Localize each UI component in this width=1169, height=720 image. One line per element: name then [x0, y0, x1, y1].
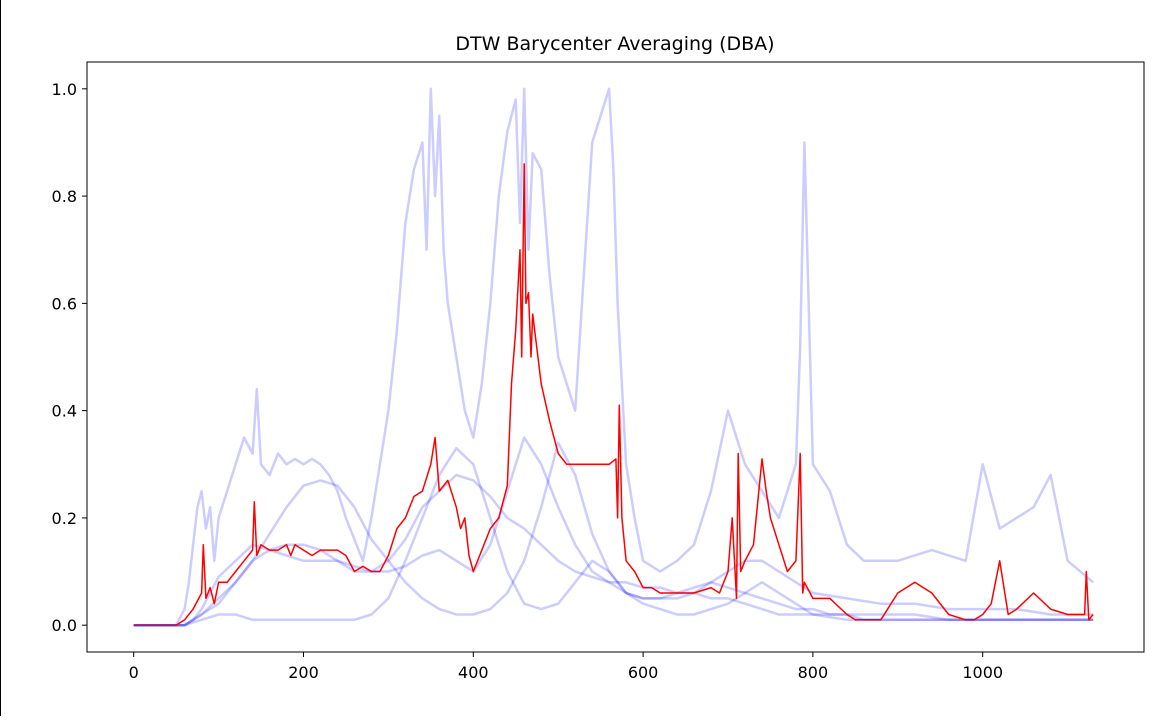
y-tick-label: 0.8	[52, 187, 77, 206]
window-left-border	[0, 0, 1, 716]
x-tick-label: 600	[628, 663, 659, 682]
input-series-line-5	[133, 473, 1094, 627]
y-tick-label: 0.0	[52, 616, 77, 635]
y-tick-label: 1.0	[52, 80, 77, 99]
x-tick-label: 400	[458, 663, 489, 682]
y-tick-label: 0.2	[52, 509, 77, 528]
x-tick-label: 200	[288, 663, 319, 682]
y-tick-label: 0.4	[52, 402, 77, 421]
y-tick-label: 0.6	[52, 294, 77, 313]
x-tick-label: 800	[798, 663, 829, 682]
x-tick-label: 0	[129, 663, 139, 682]
x-tick-label: 1000	[962, 663, 1003, 682]
barycenter-line	[133, 163, 1094, 626]
input-series-line-4	[133, 446, 1094, 627]
axes: 0 200 400 600 800 1000 0.0 0.2 0.4 0.6 0.8 1.0	[52, 80, 1004, 682]
plot-area	[133, 87, 1094, 627]
axes-frame	[86, 61, 1145, 653]
input-series-line-3	[133, 436, 1094, 627]
chart-title: DTW Barycenter Averaging (DBA)	[455, 33, 774, 55]
input-series-line-2	[133, 441, 1094, 627]
input-series-line-1	[133, 87, 1094, 627]
